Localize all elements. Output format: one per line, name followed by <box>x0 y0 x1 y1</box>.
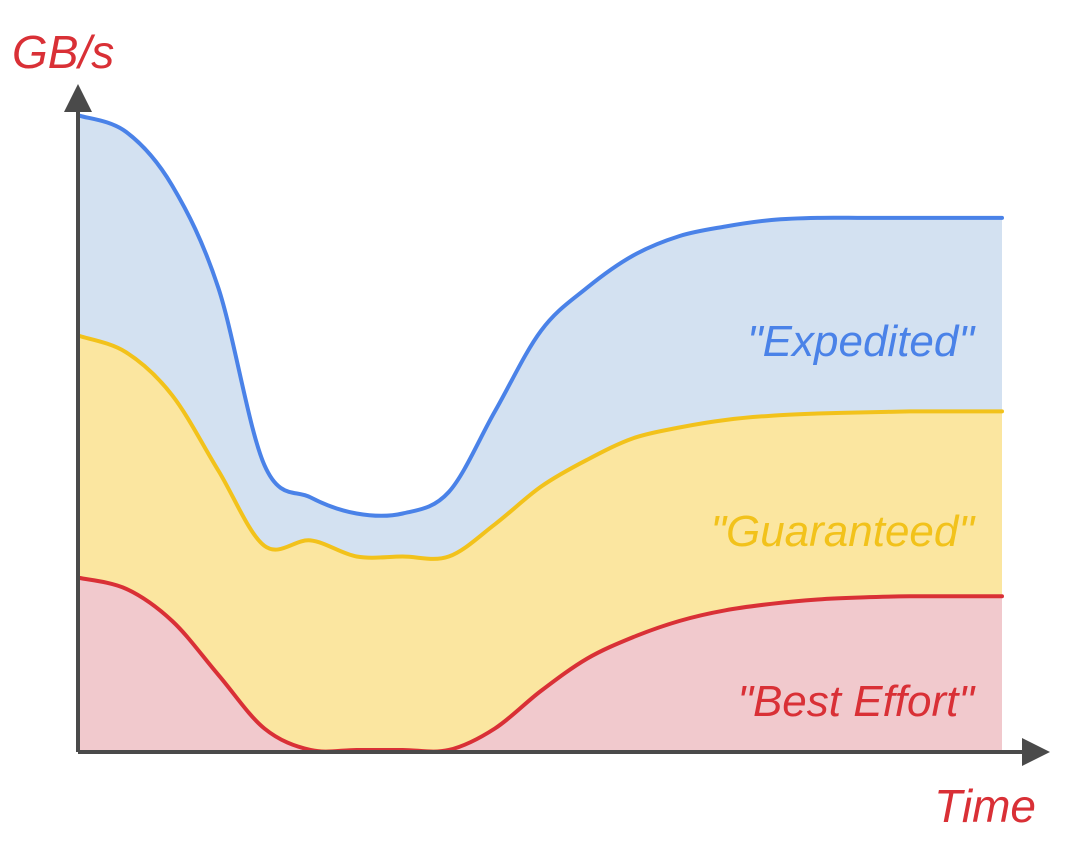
area-best-effort <box>80 578 1002 752</box>
area-expedited <box>80 115 1002 559</box>
line-best-effort <box>78 576 1004 754</box>
axes <box>64 84 1050 766</box>
line-layer <box>78 113 1004 754</box>
y-axis-title: GB/s <box>12 26 114 78</box>
series-label-best-effort: "Best Effort" <box>737 677 976 726</box>
x-axis-title: Time <box>934 780 1036 832</box>
series-label-expedited: "Expedited" <box>747 317 976 366</box>
y-axis-arrow <box>64 84 92 112</box>
x-axis-arrow <box>1022 738 1050 766</box>
line-guaranteed <box>78 334 1004 561</box>
series-label-guaranteed: "Guaranteed" <box>710 507 976 556</box>
line-expedited <box>78 113 1004 518</box>
area-layer <box>80 115 1002 752</box>
area-guaranteed <box>80 336 1002 752</box>
